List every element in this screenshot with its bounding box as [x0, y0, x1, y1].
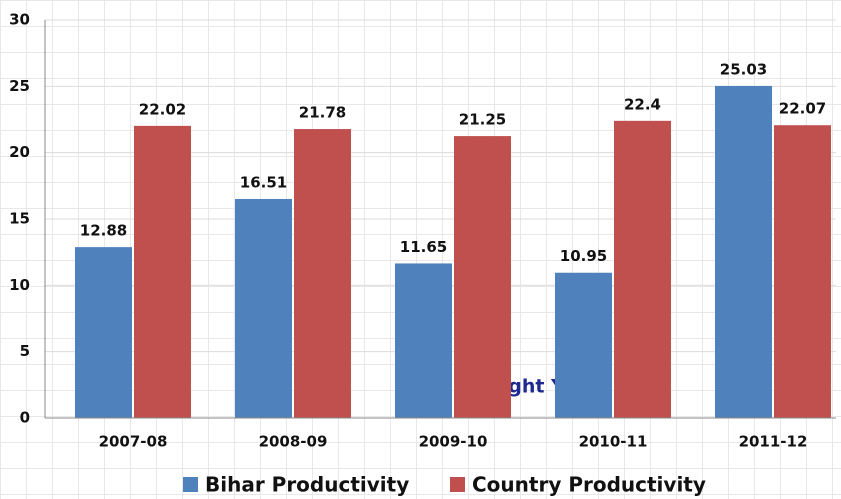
legend-label: Bihar Productivity [205, 473, 409, 497]
y-tick-label: 0 [20, 409, 30, 427]
y-tick-label: 15 [9, 210, 30, 228]
data-label: 22.02 [139, 100, 186, 118]
bar [134, 125, 191, 419]
bar [75, 247, 132, 418]
x-tick-label: 2011-12 [739, 433, 808, 451]
bar [395, 263, 452, 418]
data-label: 21.25 [459, 111, 506, 129]
data-label: 10.95 [560, 247, 607, 265]
data-label: 22.07 [779, 100, 826, 118]
y-tick-label: 10 [9, 276, 30, 294]
y-tick-label: 30 [9, 11, 30, 29]
x-tick-label: 2009-10 [419, 433, 488, 451]
bar [715, 85, 772, 418]
legend-swatch [450, 477, 465, 492]
y-tick-label: 25 [9, 77, 30, 95]
bar [614, 120, 671, 419]
data-label: 16.51 [240, 173, 287, 191]
bar [774, 125, 831, 419]
bar [555, 272, 612, 418]
bar [235, 198, 292, 418]
data-label: 22.4 [624, 95, 661, 113]
x-tick-label: 2007-08 [99, 433, 168, 451]
bar [294, 129, 351, 418]
data-label: 12.88 [80, 222, 127, 240]
x-tick-label: 2008-09 [259, 433, 328, 451]
data-label: 11.65 [400, 238, 447, 256]
data-label: 21.78 [299, 104, 346, 122]
y-tick-label: 20 [9, 143, 30, 161]
legend-swatch [183, 477, 198, 492]
y-tick-label: 5 [20, 342, 30, 360]
x-tick-label: 2010-11 [579, 433, 648, 451]
legend-label: Country Productivity [472, 473, 706, 497]
data-label: 25.03 [720, 60, 767, 78]
bar [454, 136, 511, 419]
